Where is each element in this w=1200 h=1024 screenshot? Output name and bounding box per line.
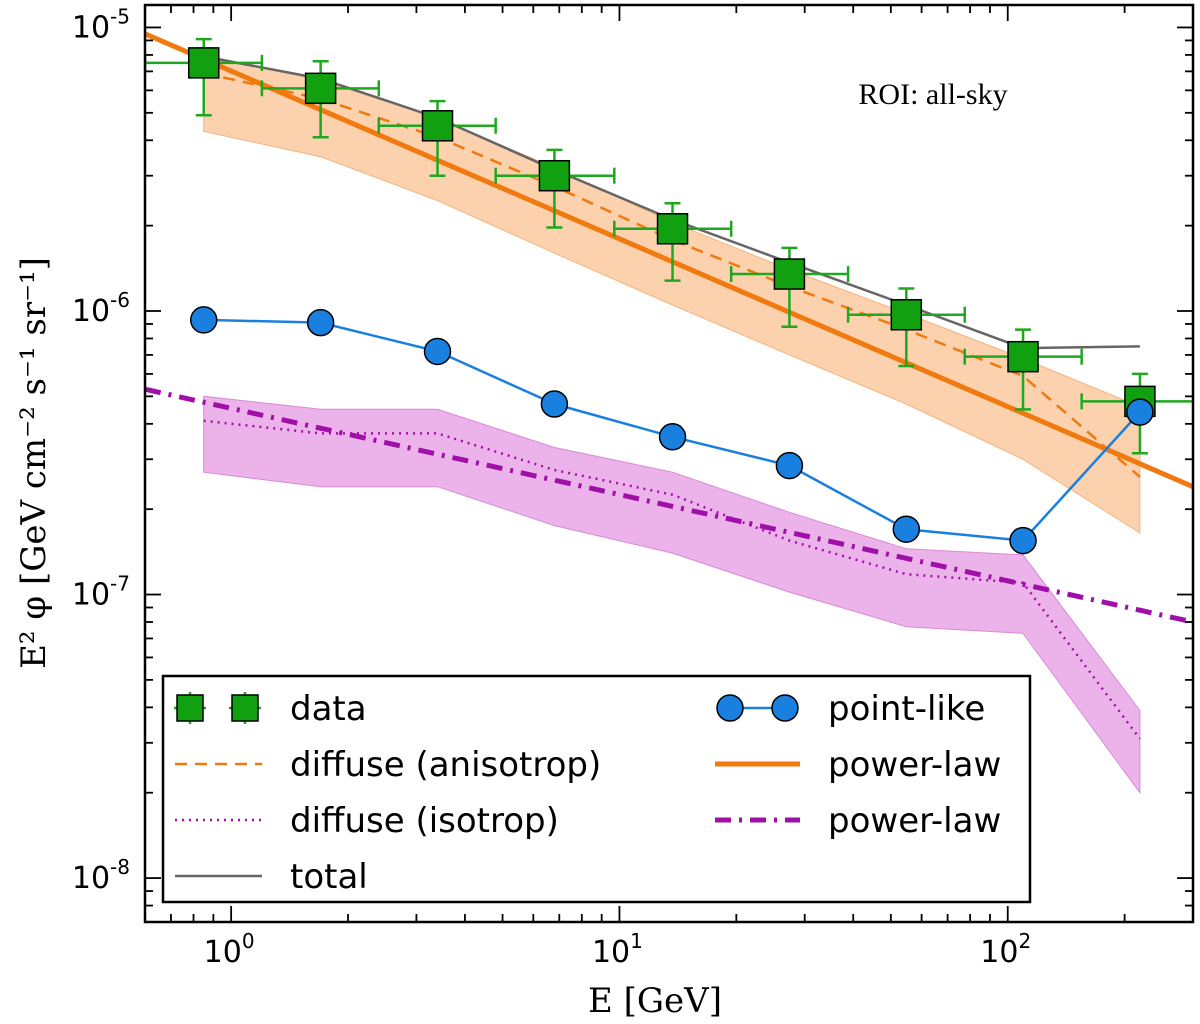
series-line-dotted [203, 419, 1141, 740]
legend-box [161, 674, 1032, 904]
tick-labels: 100 101 102 10-8 10-7 10-6 10-5 [72, 4, 1031, 970]
isotrop-band [203, 395, 1141, 795]
legend-label: diffuse (anisotrop) [290, 745, 601, 785]
data-point [773, 258, 806, 290]
data-point [656, 213, 689, 245]
y-tick-label: 10-5 [72, 4, 130, 45]
y-tick-label: 10-7 [72, 572, 130, 613]
legend-label: point-like [828, 689, 985, 729]
legend-data-marker [176, 694, 204, 722]
x-tick-label: 102 [980, 929, 1031, 970]
data-point [421, 110, 454, 142]
point-like-marker [306, 308, 335, 337]
plot-frame [143, 3, 1195, 924]
data-point [538, 159, 571, 192]
data-point [187, 47, 220, 79]
legend-data-marker [231, 694, 259, 722]
y-tick-label: 10-8 [72, 855, 130, 896]
legend-label: power-law [828, 801, 1001, 841]
point-like-marker [658, 423, 687, 451]
point-like-marker [423, 337, 452, 366]
x-tick-label: 101 [592, 929, 643, 970]
legend-label: data [290, 689, 367, 729]
series-line-powerlaw-purple [145, 386, 1193, 625]
legend: data point-like diffuse (anisotrop) power-l… [161, 674, 1032, 904]
data-point [890, 298, 923, 331]
point-like-marker [189, 306, 218, 334]
data-point [304, 72, 337, 105]
axis-ticks [144, 5, 1194, 923]
series-markers [145, 37, 1193, 555]
y-axis-label: E² φ [GeV cm⁻² s⁻¹ sr⁻¹] [14, 257, 54, 669]
roi-annotation: ROI: all-sky [858, 78, 1007, 111]
data-point [1007, 340, 1039, 373]
series-line-dashed [203, 71, 1141, 478]
legend-label: total [290, 857, 368, 897]
x-axis-label: E [GeV] [588, 981, 722, 1021]
legend-label: diffuse (isotrop) [290, 801, 559, 841]
point-like-marker [892, 515, 921, 543]
legend-point-like-marker [716, 694, 744, 722]
point-like-marker [1126, 398, 1154, 426]
y-tick-label: 10-6 [72, 288, 130, 329]
legend-label: power-law [828, 745, 1001, 785]
point-like-marker [1009, 526, 1037, 555]
x-tick-label: 100 [204, 929, 255, 970]
legend-point-like-marker [771, 694, 799, 722]
point-like-marker [775, 451, 804, 480]
point-like-marker [540, 390, 569, 418]
